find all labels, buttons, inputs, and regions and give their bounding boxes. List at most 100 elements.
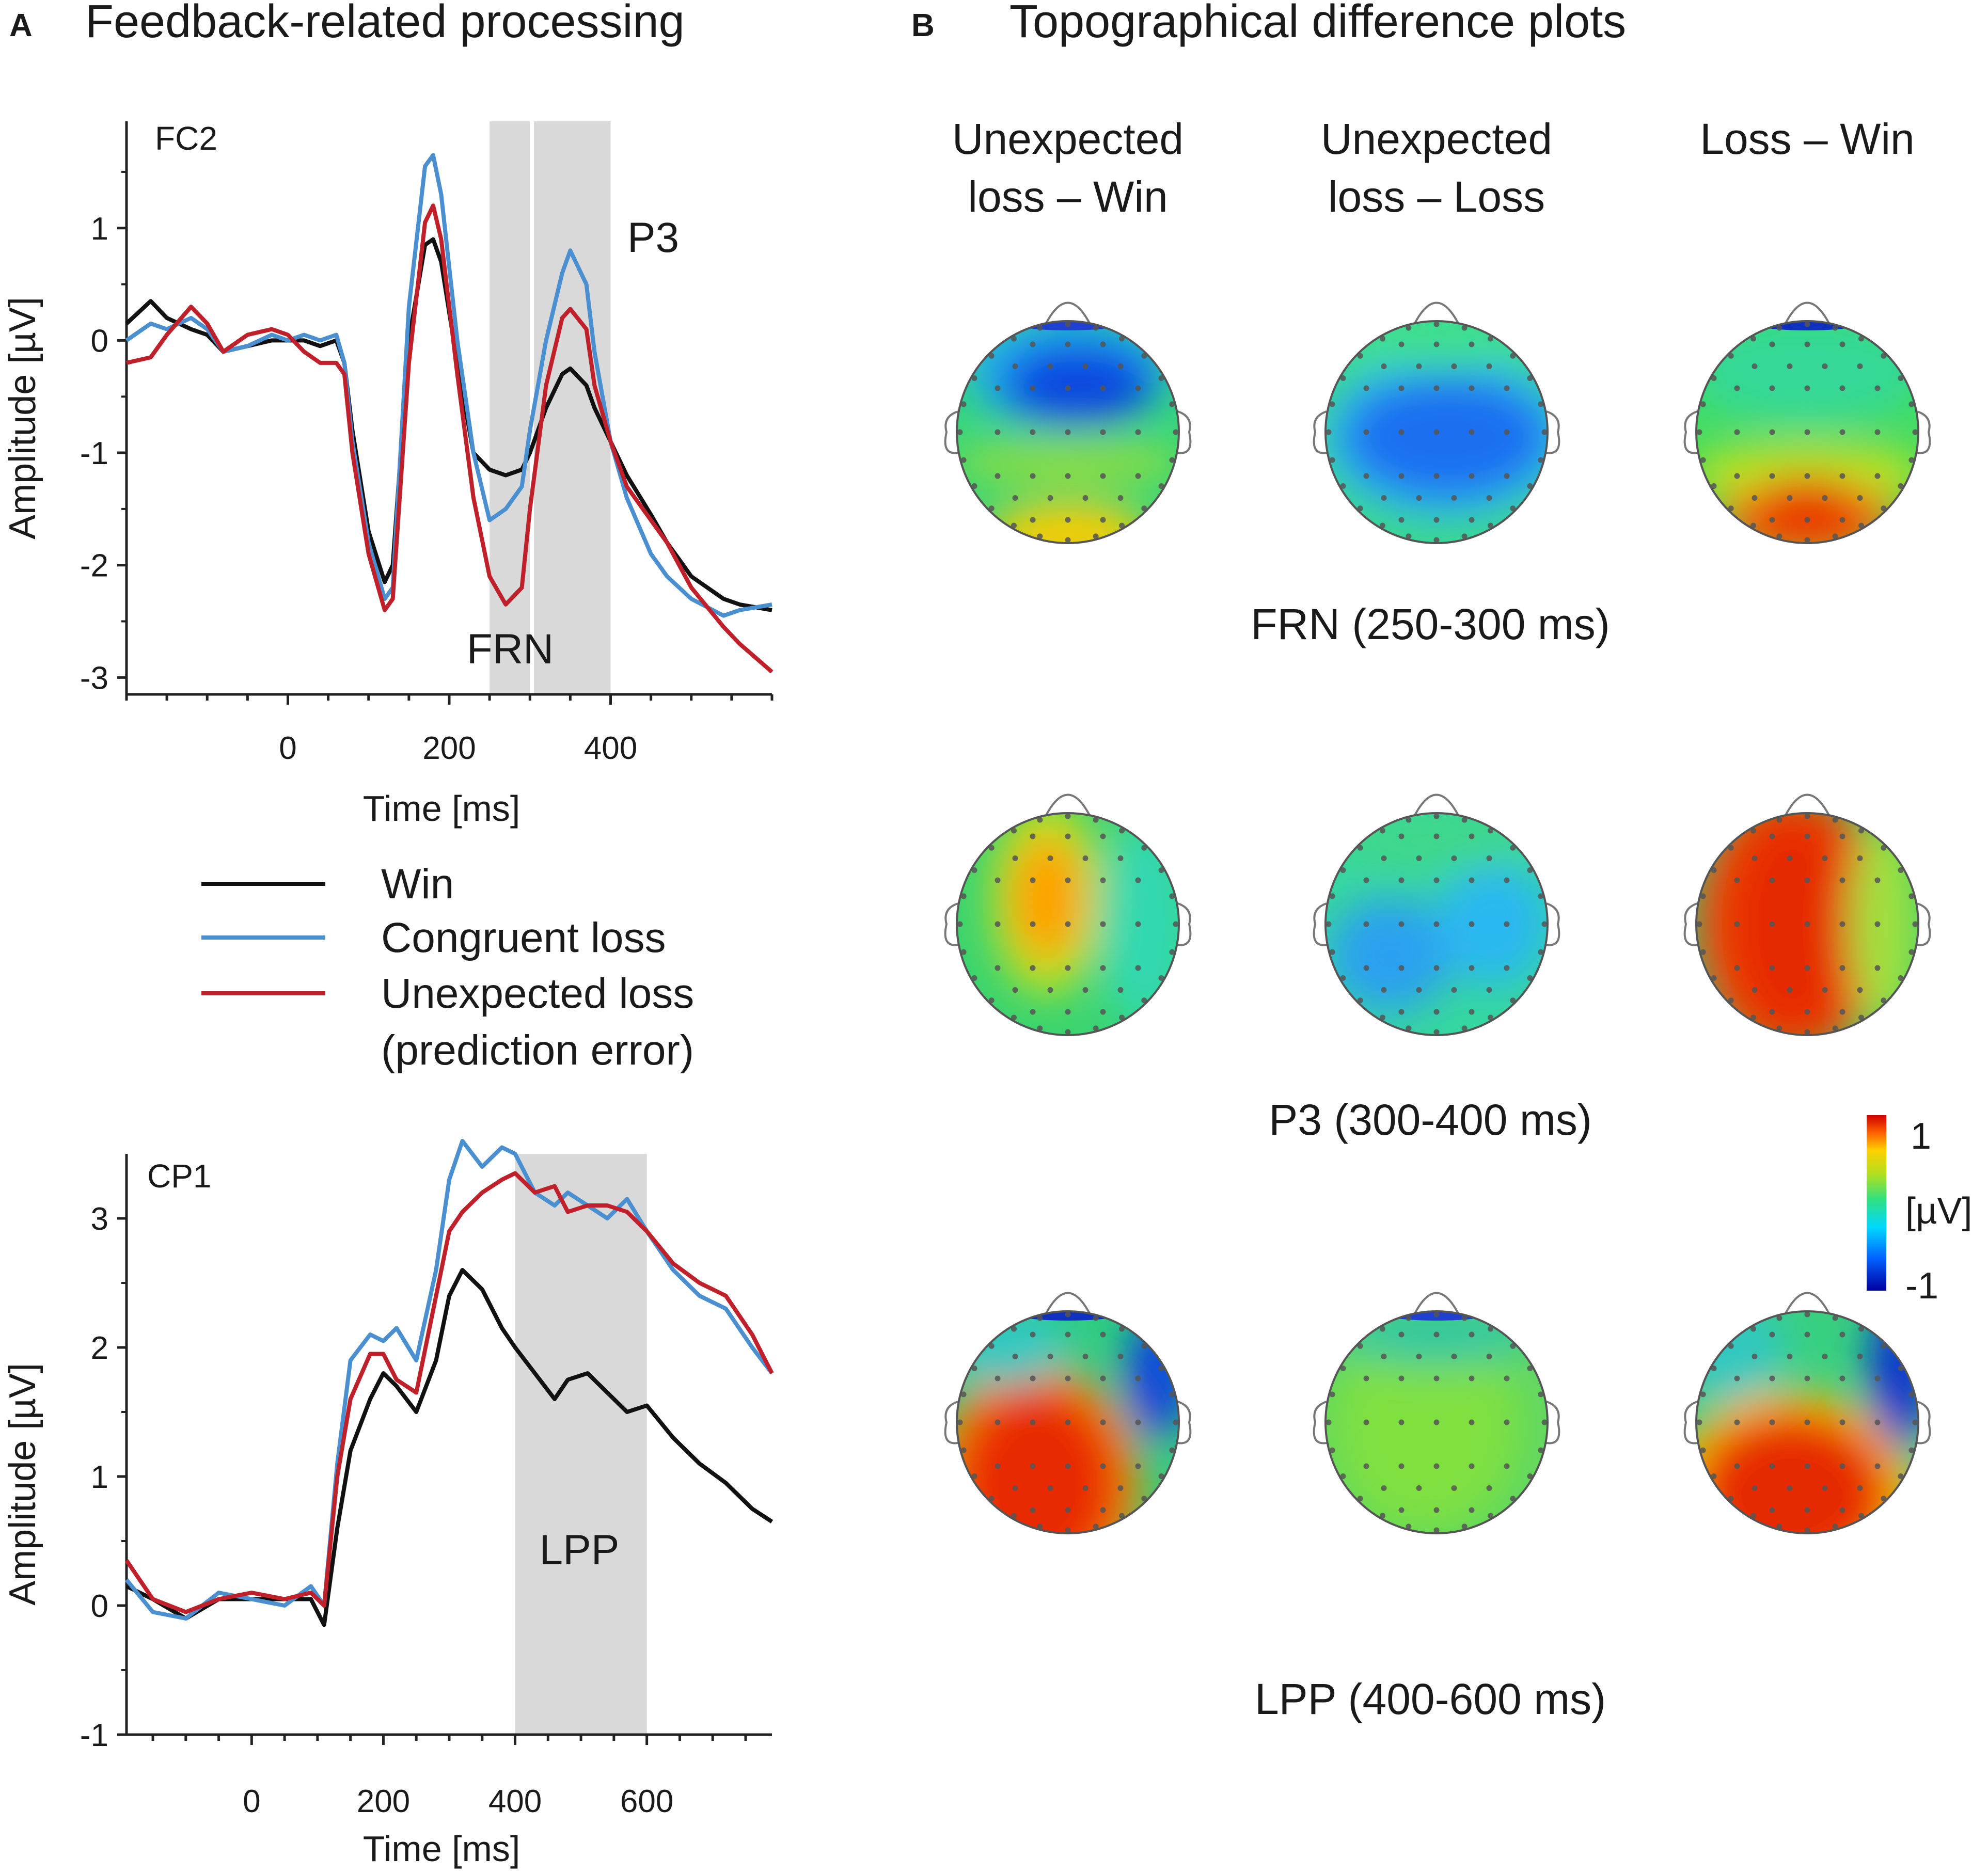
electrode-dot	[1135, 1463, 1141, 1469]
electrode-dot	[1874, 1419, 1881, 1425]
electrode-dot	[1326, 1419, 1332, 1425]
scalp-map	[957, 321, 1179, 543]
electrode-dot	[1857, 495, 1863, 501]
electrode-dot	[1769, 1507, 1775, 1513]
electrode-dot	[1776, 817, 1782, 823]
head-outline	[956, 812, 1180, 1036]
electrode-dot	[1787, 363, 1793, 369]
electrode-dot	[1100, 341, 1106, 347]
electrode-dot	[1011, 336, 1017, 342]
electrode-dot	[1173, 429, 1179, 435]
electrode-dot	[1433, 517, 1440, 523]
electrode-dot	[1451, 1354, 1457, 1359]
electrode-dot	[1711, 867, 1717, 873]
electrode-dot	[1135, 877, 1141, 883]
electrode-dot	[1037, 1523, 1043, 1530]
electrode-dot	[1804, 1419, 1810, 1425]
electrode-dot	[1065, 1009, 1071, 1015]
electrode-dot	[1804, 537, 1810, 543]
electrode-dot	[1082, 1485, 1088, 1491]
electrode-dot	[1406, 817, 1412, 823]
electrode-dot	[1406, 533, 1412, 539]
electrode-dot	[1510, 1343, 1516, 1349]
electrode-dot	[1012, 1354, 1018, 1359]
scalp-map	[1326, 1311, 1548, 1533]
electrode-dot	[1380, 336, 1385, 342]
electrode-dot	[1469, 341, 1475, 347]
electrode-dot	[1504, 473, 1510, 479]
electrode-dot	[1141, 353, 1147, 359]
electrode-dot	[1734, 921, 1740, 927]
electrode-dot	[1696, 429, 1702, 435]
colorbar-max-label: 1	[1911, 1116, 1931, 1157]
electrode-dot	[1787, 495, 1793, 501]
head-outline	[1324, 812, 1549, 1036]
electrode-dot	[1433, 965, 1440, 971]
electrode-dot	[1141, 505, 1147, 512]
electrode-dot	[1416, 363, 1422, 369]
colorbar-min-label: -1	[1905, 1265, 1938, 1307]
electrode-dot	[1858, 1014, 1864, 1021]
electrode-dot	[1728, 353, 1734, 359]
electrode-dot	[1169, 949, 1175, 955]
electrode-dot	[1012, 987, 1018, 993]
potential-blob	[1849, 821, 1918, 1027]
electrode-dot	[988, 1496, 995, 1502]
electrode-dot	[1881, 505, 1887, 512]
topo-map	[1683, 793, 1931, 1036]
electrode-dot	[1065, 385, 1071, 391]
electrode-dot	[1858, 1326, 1864, 1332]
topo-col2-line1: Unexpected	[1321, 115, 1552, 163]
electrode-dot	[1158, 975, 1164, 981]
electrode-dot	[1340, 1366, 1346, 1371]
electrode-dot	[1363, 921, 1369, 927]
electrode-dot	[1135, 965, 1141, 971]
electrode-dot	[1504, 877, 1510, 883]
electrode-dot	[1469, 1009, 1475, 1015]
electrode-dot	[1839, 429, 1845, 435]
electrode-dot	[960, 1447, 967, 1453]
electrode-dot	[1898, 1366, 1904, 1371]
series-line-unexpected-loss	[126, 203, 774, 674]
electrode-dot	[1100, 1463, 1106, 1469]
lpp-window-label: LPP	[540, 1527, 620, 1574]
electrode-dot	[1082, 363, 1088, 369]
electrode-dot	[995, 877, 1001, 883]
electrode-dot	[1734, 965, 1740, 971]
electrode-dot	[1406, 1025, 1412, 1031]
electrode-dot	[1030, 1419, 1036, 1425]
electrode-dot	[1169, 1447, 1175, 1453]
electrode-dot	[995, 1463, 1001, 1469]
potential-blob	[1437, 862, 1548, 986]
electrode-dot	[1357, 505, 1363, 512]
electrode-dot	[1461, 1315, 1468, 1321]
electrode-dot	[1874, 1463, 1881, 1469]
potential-field	[1326, 321, 1548, 520]
topo-row1-label: FRN (250-300 ms)	[1251, 600, 1610, 648]
nose	[1045, 1292, 1091, 1314]
electrode-dot	[1881, 353, 1887, 359]
x-tick-label: 600	[620, 1784, 673, 1819]
electrode-dot	[1874, 1375, 1881, 1382]
scalp-map	[1326, 813, 1548, 1035]
electrode-dot	[1822, 1485, 1828, 1491]
electrode-dot	[1469, 517, 1475, 523]
electrode-dot	[1510, 1496, 1516, 1502]
electrode-dot	[1734, 1375, 1740, 1382]
electrode-dot	[1012, 855, 1018, 861]
topo-row2-label: P3 (300-400 ms)	[1269, 1096, 1592, 1144]
electrode-dot	[1433, 1463, 1440, 1469]
electrode-dot	[1769, 1375, 1775, 1382]
electrode-dot	[1750, 1014, 1756, 1021]
electrode-dot	[1433, 1419, 1440, 1425]
electrode-dot	[1363, 385, 1369, 391]
electrode-dot	[1141, 1496, 1147, 1502]
electrode-dot	[1406, 1315, 1412, 1321]
electrode-dot	[1340, 975, 1346, 981]
electrode-dot	[1030, 921, 1036, 927]
electrode-dot	[1898, 1473, 1904, 1479]
electrode-dot	[1538, 1447, 1544, 1453]
electrode-dot	[1100, 1507, 1106, 1513]
right-ear	[1546, 902, 1560, 946]
electrode-dot	[1398, 921, 1405, 927]
